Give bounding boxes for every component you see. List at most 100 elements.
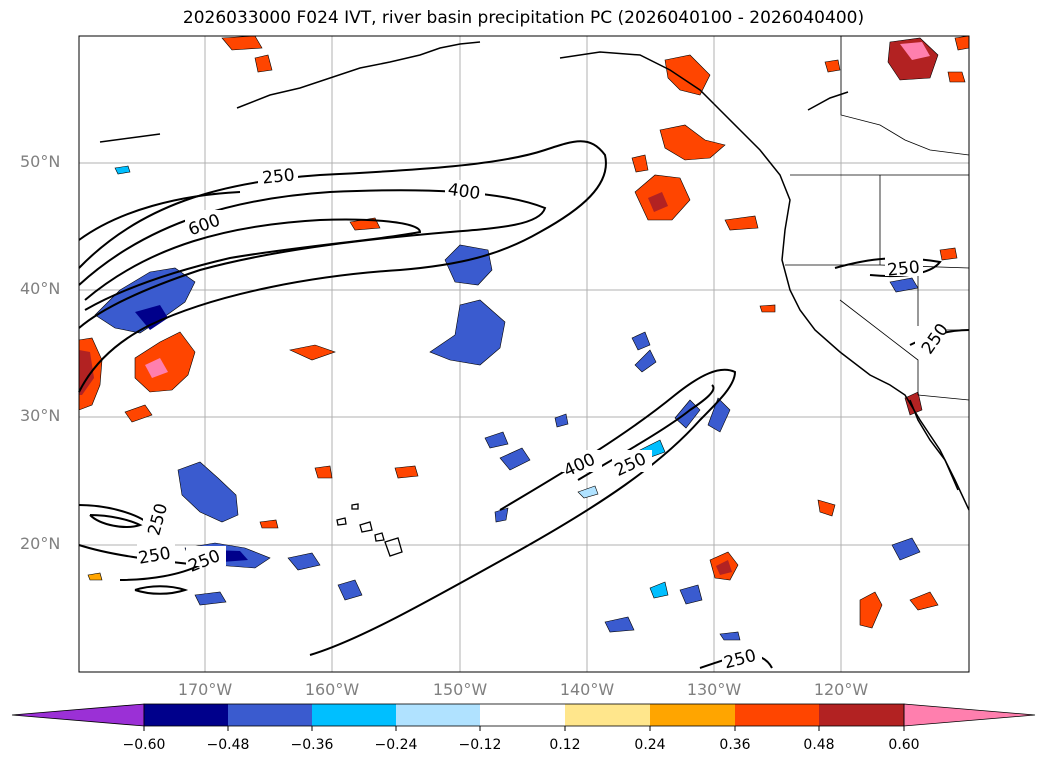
colorbar-segment <box>650 704 736 726</box>
precip-area <box>604 616 635 633</box>
contour-label-group: 250 400 600 250 250 250 250 400 250 250 … <box>137 164 953 673</box>
precip-core <box>135 305 168 330</box>
coast-fragment <box>807 91 849 111</box>
precip-area <box>634 349 657 373</box>
precip-area <box>649 581 669 599</box>
colorbar-segment <box>819 704 905 726</box>
contour-250 <box>89 514 143 528</box>
precip-area <box>499 447 531 471</box>
contour-label: 250 <box>261 165 295 188</box>
lat-label: 50°N <box>20 152 61 171</box>
lon-label: 120°W <box>813 680 869 699</box>
aleutian-coast <box>99 133 161 143</box>
lon-label: 140°W <box>559 680 615 699</box>
lon-label: 130°W <box>686 680 742 699</box>
lat-label: 20°N <box>20 534 61 553</box>
colorbar-tick-label: 0.36 <box>719 737 751 753</box>
precip-area <box>221 35 263 51</box>
precip-area <box>631 331 651 351</box>
precip-core <box>145 358 168 378</box>
precip-area <box>659 124 726 161</box>
colorbar-tick-label: −0.48 <box>206 737 250 753</box>
precip-core <box>716 560 732 575</box>
map-panel <box>79 36 969 672</box>
precip-area <box>759 304 776 313</box>
colorbar-tick-label: 0.48 <box>803 737 835 753</box>
lat-label: 40°N <box>20 279 61 298</box>
aleutian-coast <box>236 41 481 109</box>
precip-area <box>484 431 509 449</box>
precip-area <box>939 247 958 261</box>
precip-area <box>664 54 711 96</box>
precip-core <box>648 192 668 212</box>
colorbar-extend-low <box>11 703 145 727</box>
baja-coast <box>909 399 959 491</box>
colorbar <box>11 703 1036 731</box>
contour-label: 400 <box>446 180 481 204</box>
contour-400 <box>78 189 547 329</box>
precip-area <box>631 154 649 173</box>
precip-area <box>114 165 131 175</box>
precip-area <box>817 499 836 517</box>
colorbar-tick-label: 0.24 <box>634 737 666 753</box>
colorbar-segment <box>480 704 566 726</box>
colorbar-segment <box>396 704 481 726</box>
colorbar-tick-label: −0.36 <box>290 737 334 753</box>
precip-area <box>337 579 363 601</box>
precip-area <box>719 631 741 641</box>
precip-area <box>289 344 336 361</box>
precip-area <box>94 267 196 334</box>
precip-area <box>254 54 273 73</box>
island <box>374 532 385 542</box>
precip-area <box>124 404 153 423</box>
precip-core <box>900 42 930 60</box>
precip-area <box>287 552 321 571</box>
precip-area <box>679 584 703 605</box>
precip-area <box>724 215 759 231</box>
colorbar-tick-label: 0.60 <box>888 737 920 753</box>
border <box>917 394 970 401</box>
colorbar-outline <box>143 703 905 727</box>
colorbar-tick-label: −0.60 <box>122 737 166 753</box>
colorbar-segment <box>735 704 820 726</box>
contour-400 <box>577 384 715 481</box>
contour-250 <box>78 140 607 393</box>
precip-area <box>314 465 333 479</box>
precip-area <box>824 59 841 73</box>
precip-area <box>429 299 506 366</box>
precip-area <box>554 413 569 428</box>
precip-area <box>947 71 966 83</box>
precip-area <box>891 537 921 561</box>
colorbar-tick-label: 0.12 <box>549 737 581 753</box>
contour-label: 250 <box>886 257 920 280</box>
precip-area <box>904 391 923 416</box>
precip-area <box>707 397 731 433</box>
contour-600 <box>84 218 422 311</box>
hawaii-islands <box>336 503 403 557</box>
precip-area <box>259 519 279 529</box>
colorbar-segment <box>228 704 313 726</box>
precip-area <box>859 591 883 629</box>
colorbar-tick-label: −0.24 <box>374 737 418 753</box>
lat-label: 30°N <box>20 406 61 425</box>
precip-area <box>909 591 939 611</box>
colorbar-ticks <box>143 726 905 731</box>
lon-label: 170°W <box>177 680 233 699</box>
colorbar-segment <box>312 704 397 726</box>
precip-area <box>177 461 239 523</box>
border <box>840 36 970 156</box>
map-frame <box>78 35 970 673</box>
contour-250 <box>309 368 737 656</box>
precip-area <box>87 572 103 581</box>
precip-area <box>577 485 599 499</box>
negative-precip-areas <box>94 165 921 641</box>
precip-area <box>134 331 196 393</box>
lon-label: 160°W <box>304 680 360 699</box>
coastlines <box>99 41 970 511</box>
precip-area <box>194 591 227 606</box>
island <box>359 521 373 533</box>
positive-precip-areas <box>78 35 970 629</box>
border <box>839 299 919 395</box>
precip-area <box>494 507 509 523</box>
precip-area <box>394 465 419 479</box>
